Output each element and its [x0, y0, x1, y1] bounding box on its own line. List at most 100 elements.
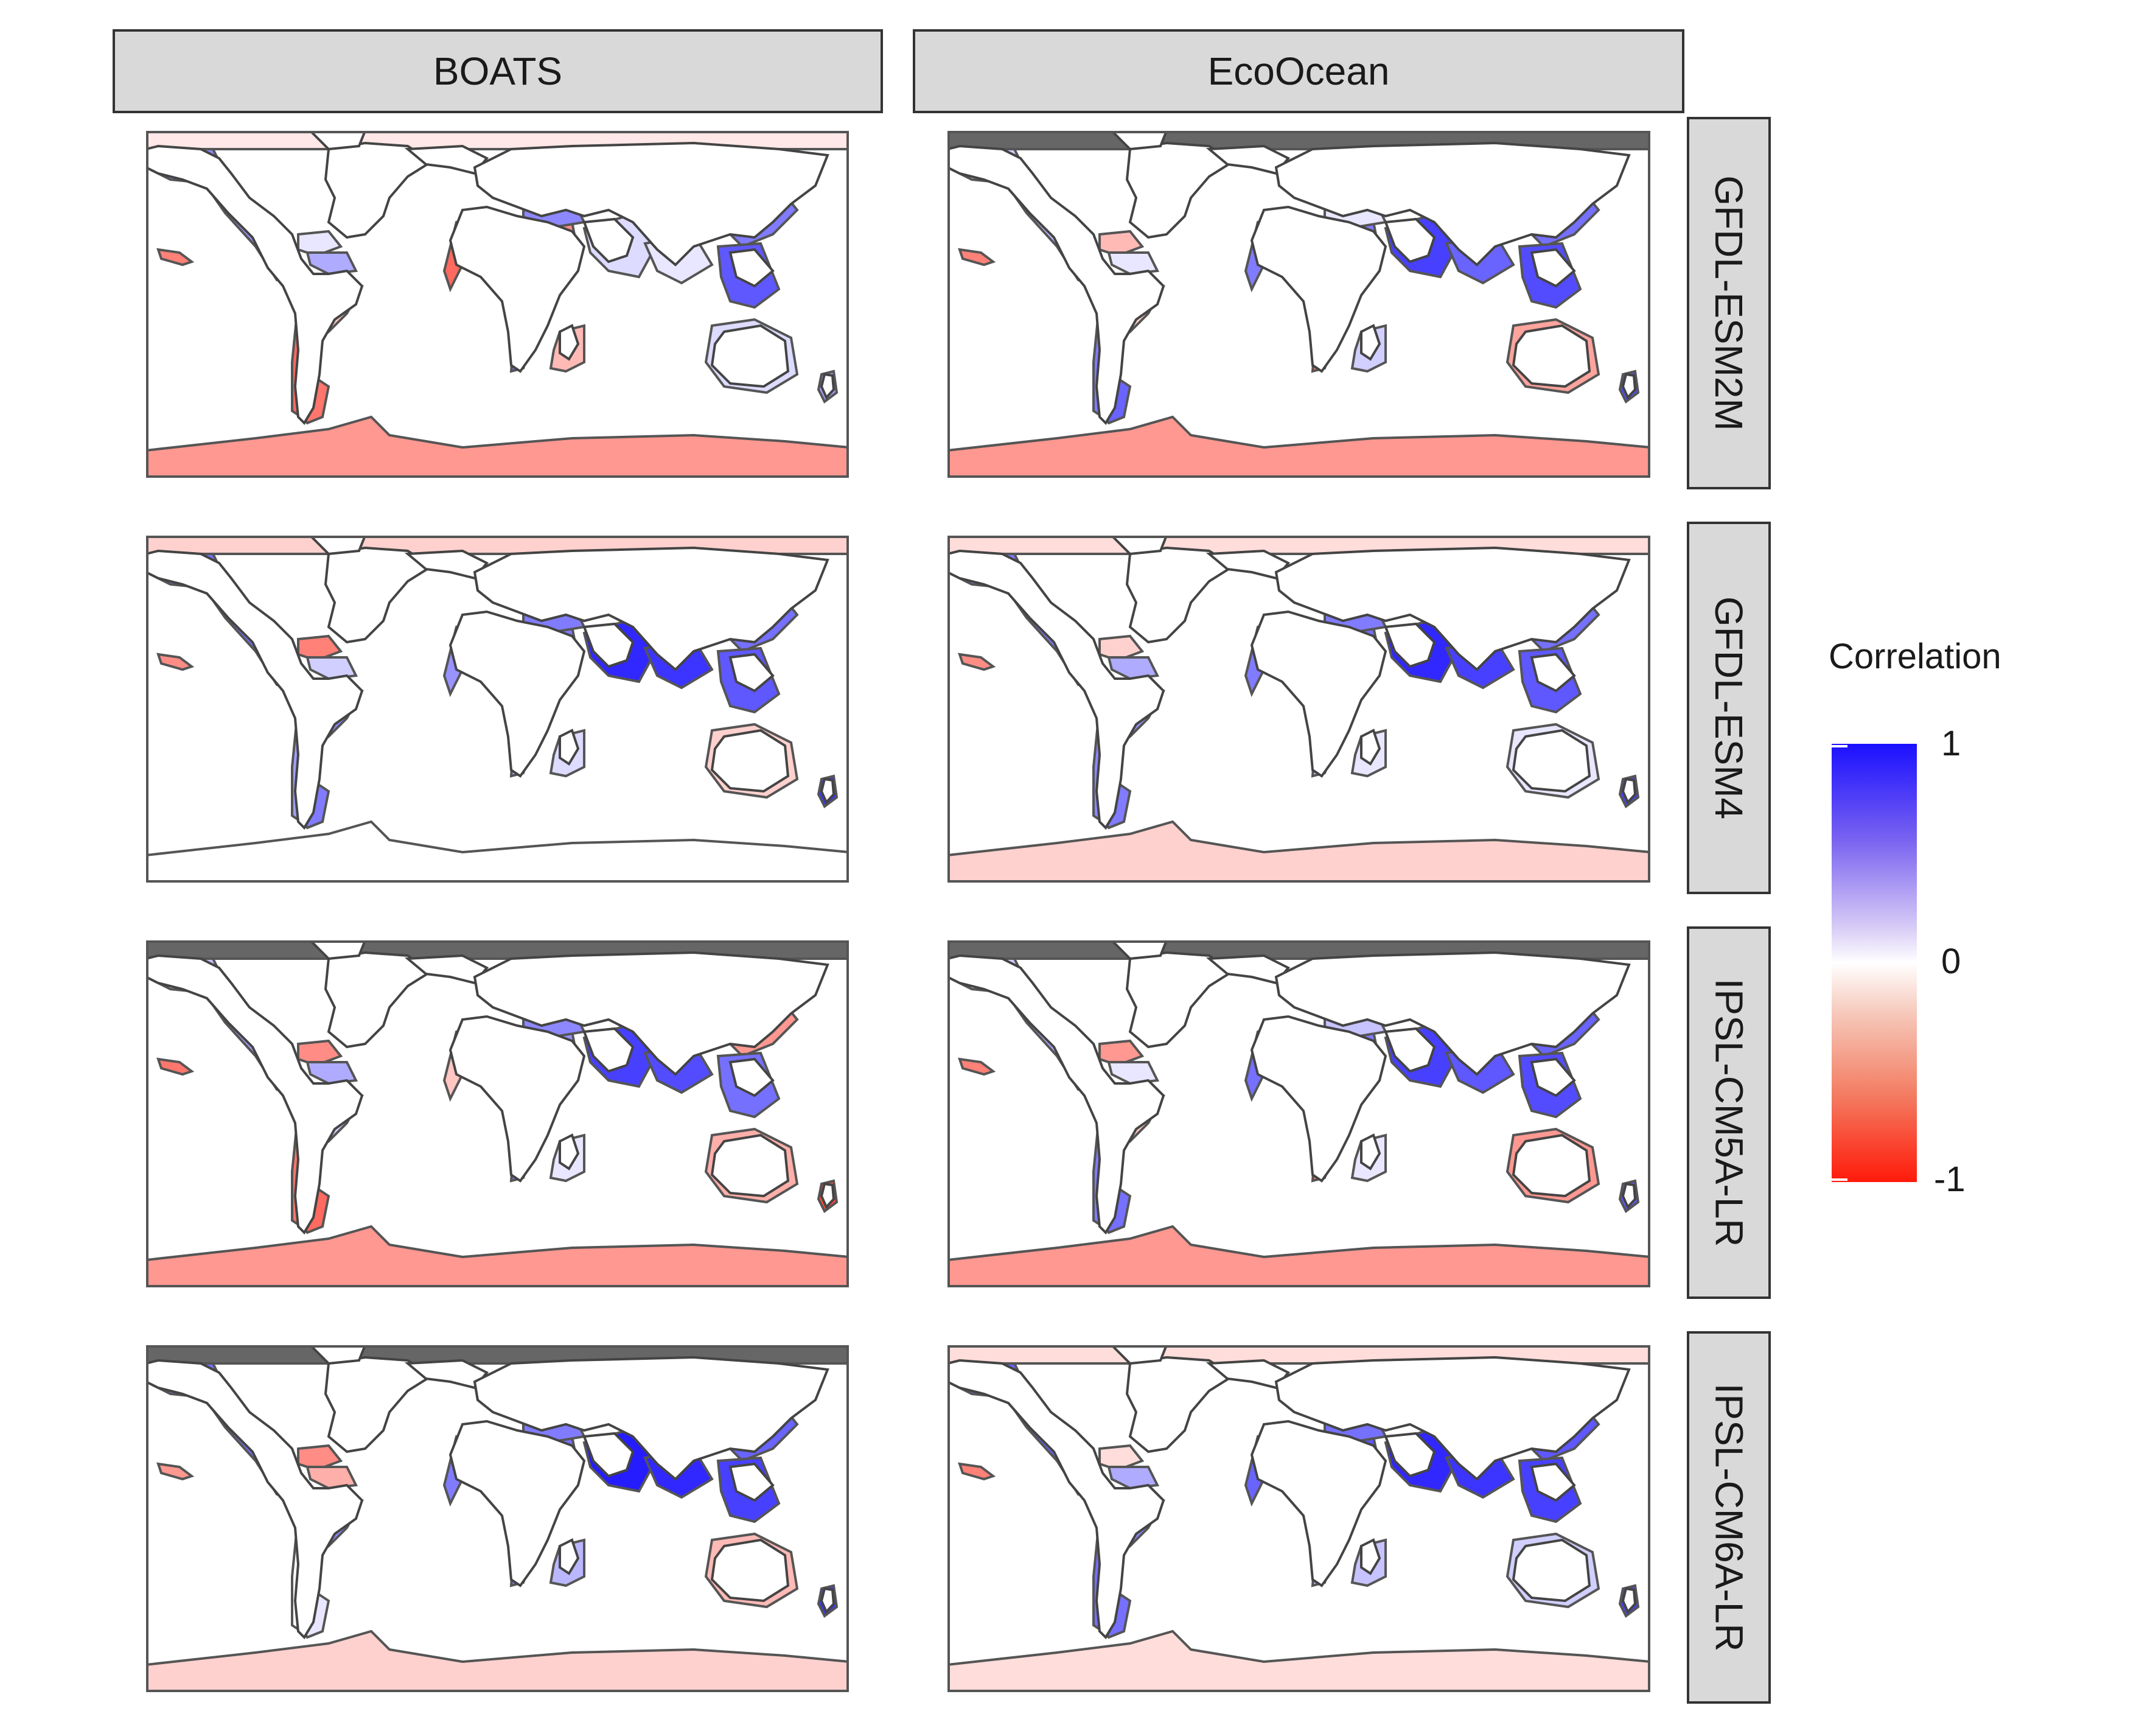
landmass-1 — [146, 1359, 364, 1640]
landmass-11 — [1110, 1345, 1168, 1365]
landmass-4 — [1250, 1419, 1387, 1587]
landmass-10 — [1621, 1182, 1637, 1209]
map-panel-boats-gfdl-esm4 — [146, 536, 849, 883]
region-antarctic — [947, 1629, 1650, 1692]
landmass-2 — [324, 1356, 434, 1454]
landmass-8 — [1360, 1538, 1381, 1575]
map-frame — [146, 1345, 849, 1692]
landmass-9 — [1530, 248, 1576, 288]
landmass-9 — [1530, 1057, 1576, 1097]
legend-label-max: 1 — [1941, 724, 1961, 763]
landmass-2 — [1125, 951, 1236, 1049]
map-svg — [947, 131, 1650, 478]
landmass-7 — [1512, 1538, 1591, 1603]
landmass-6 — [1384, 217, 1436, 264]
landmass-10 — [1621, 1587, 1637, 1614]
map-panel-ecoocean-ipsl-cm5a-lr — [947, 940, 1650, 1287]
legend-tick-mid — [1917, 962, 1933, 964]
region-caribbean — [1098, 229, 1145, 257]
landmass-11 — [309, 131, 367, 151]
map-svg — [146, 1345, 849, 1692]
landmass-4 — [448, 610, 586, 778]
map-frame — [947, 536, 1650, 883]
landmass-5 — [473, 141, 829, 267]
landmass-5 — [473, 951, 829, 1076]
landmass-5 — [1274, 951, 1631, 1076]
landmass-6 — [582, 217, 635, 264]
region-hawaii — [958, 653, 996, 671]
row-strip-ipsl-cm5a-lr: IPSL-CM5A-LR — [1687, 926, 1771, 1299]
region-hawaii — [958, 1057, 996, 1076]
row-strip-gfdl-esm2m-label: GFDL-ESM2M — [1707, 175, 1751, 431]
row-strip-gfdl-esm2m: GFDL-ESM2M — [1687, 117, 1771, 489]
legend-label-min: -1 — [1934, 1160, 1966, 1199]
landmass-8 — [1360, 324, 1381, 361]
legend-tick-bottom-left — [1832, 1178, 1847, 1181]
map-frame — [947, 940, 1650, 1287]
map-frame — [146, 940, 849, 1287]
landmass-5 — [473, 1356, 829, 1481]
legend-label-zero: 0 — [1941, 942, 1961, 981]
column-strip-ecoocean: EcoOcean — [913, 29, 1684, 113]
region-hawaii — [958, 248, 996, 267]
landmass-9 — [1530, 1462, 1576, 1502]
map-panel-boats-ipsl-cm5a-lr — [146, 940, 849, 1287]
legend-tick-mid-left — [1832, 962, 1847, 964]
map-panel-boats-ipsl-cm6a-lr — [146, 1345, 849, 1692]
landmass-4 — [1250, 610, 1387, 778]
landmass-11 — [309, 940, 367, 960]
region-caribbean — [297, 1039, 343, 1067]
landmass-1 — [947, 144, 1165, 425]
landmass-2 — [324, 546, 434, 644]
landmass-6 — [582, 1432, 635, 1478]
region-caribbean — [297, 634, 343, 662]
map-svg — [146, 940, 849, 1287]
landmass-7 — [710, 729, 790, 793]
landmass-2 — [324, 141, 434, 239]
landmass-1 — [947, 954, 1165, 1235]
landmass-2 — [1125, 1356, 1236, 1454]
map-frame — [146, 131, 849, 478]
map-frame — [947, 131, 1650, 478]
region-antarctic — [947, 415, 1650, 478]
landmass-1 — [146, 144, 364, 425]
row-strip-gfdl-esm4: GFDL-ESM4 — [1687, 522, 1771, 894]
region-caribbean — [1098, 1444, 1145, 1472]
map-svg — [947, 1345, 1650, 1692]
landmass-7 — [710, 1133, 790, 1198]
region-caribbean — [1098, 1039, 1145, 1067]
landmass-4 — [448, 1015, 586, 1183]
landmass-5 — [1274, 546, 1631, 671]
landmass-11 — [1110, 536, 1168, 556]
region-hawaii — [958, 1462, 996, 1481]
row-strip-ipsl-cm5a-lr-label: IPSL-CM5A-LR — [1707, 978, 1751, 1247]
map-panel-ecoocean-gfdl-esm2m — [947, 131, 1650, 478]
landmass-11 — [1110, 131, 1168, 151]
landmass-10 — [1621, 777, 1637, 805]
landmass-9 — [728, 1462, 775, 1502]
landmass-6 — [1384, 622, 1436, 668]
landmass-8 — [559, 1538, 580, 1575]
landmass-7 — [710, 324, 790, 388]
region-antarctic — [947, 1225, 1650, 1287]
legend-title: Correlation — [1829, 637, 2001, 676]
landmass-5 — [473, 546, 829, 671]
landmass-7 — [710, 1538, 790, 1603]
map-svg — [146, 131, 849, 478]
column-strip-boats: BOATS — [113, 29, 883, 113]
region-antarctic — [947, 820, 1650, 883]
landmass-1 — [947, 1359, 1165, 1640]
column-strip-boats-label: BOATS — [433, 49, 563, 93]
landmass-6 — [1384, 1432, 1436, 1478]
region-caribbean — [1098, 634, 1145, 662]
map-svg — [146, 536, 849, 883]
region-antarctic — [146, 1629, 849, 1692]
legend-tick-bottom — [1917, 1178, 1933, 1181]
landmass-11 — [1110, 940, 1168, 960]
landmass-4 — [448, 205, 586, 373]
landmass-9 — [728, 248, 775, 288]
row-strip-ipsl-cm6a-lr-label: IPSL-CM6A-LR — [1707, 1383, 1751, 1652]
landmass-2 — [1125, 546, 1236, 644]
landmass-6 — [582, 1027, 635, 1073]
map-frame — [146, 536, 849, 883]
